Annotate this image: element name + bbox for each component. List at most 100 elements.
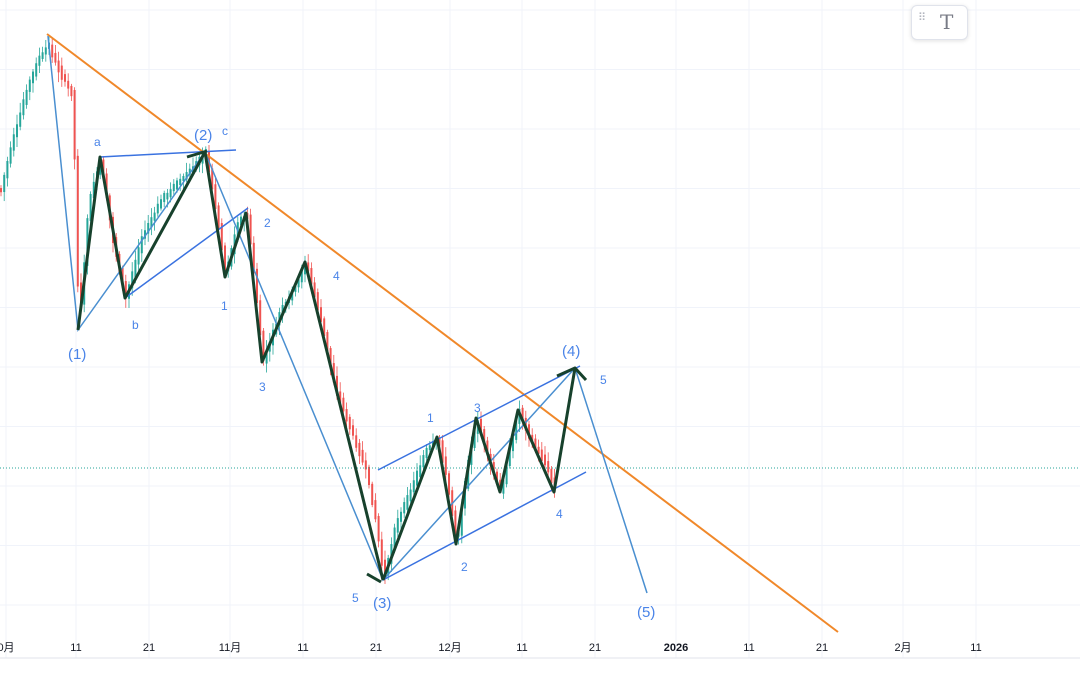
minor-wave-down-3: 3 <box>259 380 266 394</box>
candle <box>3 172 6 202</box>
candle <box>355 428 358 452</box>
candle <box>153 206 156 231</box>
candle <box>6 156 9 187</box>
candle <box>144 220 146 246</box>
x-axis-tick-label: 21 <box>370 642 382 654</box>
candle <box>16 114 18 147</box>
candle <box>265 340 268 373</box>
x-axis-tick-label: 2月 <box>894 642 911 654</box>
candle <box>444 447 447 482</box>
candle <box>35 57 38 81</box>
candle <box>371 481 374 508</box>
minor-wave-up-1: 1 <box>427 411 434 425</box>
wave-path-1 <box>76 151 207 331</box>
candle <box>44 39 47 62</box>
candle <box>403 497 406 518</box>
candle <box>131 262 134 296</box>
candle <box>57 51 60 83</box>
candle <box>380 531 383 574</box>
candle <box>188 163 191 177</box>
minor-wave-up-3: 3 <box>474 401 481 415</box>
candle <box>358 438 361 464</box>
x-axis-tick-label: 12月 <box>438 642 461 654</box>
x-axis-tick-label: 21 <box>143 642 155 654</box>
candle <box>547 452 550 477</box>
candle <box>54 45 57 66</box>
minor-wave-up-4: 4 <box>556 507 563 521</box>
candle <box>448 470 450 498</box>
x-axis-tick-label: 0月 <box>0 642 15 654</box>
candle <box>163 190 166 208</box>
candle <box>32 68 34 93</box>
x-axis-tick-label: 11 <box>70 642 81 654</box>
wave-label-2: (2) <box>194 127 212 144</box>
candle <box>28 76 31 101</box>
candle <box>12 127 15 157</box>
wave-3-tick <box>366 572 382 584</box>
candle <box>73 87 76 170</box>
candle <box>156 196 159 217</box>
text-tool-icon[interactable]: T <box>940 10 954 34</box>
candle <box>368 464 370 489</box>
candle <box>147 214 150 242</box>
descending-trendline[interactable] <box>46 33 839 633</box>
x-axis: 0月 11 21 11月 11 21 12月 11 21 2026 11 21 2月 11 <box>0 642 982 654</box>
wave-label-1: (1) <box>68 346 86 363</box>
candle <box>160 194 162 211</box>
candle <box>64 69 66 87</box>
candle <box>60 57 63 87</box>
x-axis-tick-label: 21 <box>816 642 828 654</box>
candle <box>38 47 41 74</box>
candle <box>352 419 354 440</box>
candle <box>67 73 70 97</box>
x-axis-tick-label: 11 <box>743 642 754 654</box>
candle <box>377 513 380 548</box>
x-axis-tick-label: 2026 <box>664 642 688 654</box>
candle <box>150 208 153 236</box>
wave-label-3: (3) <box>373 595 391 612</box>
minor-wave-down-1: 1 <box>221 299 228 313</box>
wave-label-c: c <box>222 124 228 138</box>
candle <box>256 262 258 306</box>
candle <box>345 402 348 429</box>
wave-2-tick <box>186 149 208 159</box>
candle <box>89 191 92 224</box>
x-axis-tick-label: 21 <box>589 642 601 654</box>
minor-wave-down-4: 4 <box>333 269 340 283</box>
floating-toolbar[interactable]: ⠿ T <box>911 5 968 40</box>
wave-label-a: a <box>94 135 101 149</box>
candle <box>19 102 22 131</box>
wave-4-tick <box>556 366 576 378</box>
candle <box>179 173 182 192</box>
candle <box>320 299 322 325</box>
candle <box>9 141 12 168</box>
candle <box>396 509 399 538</box>
corrective-channel[interactable] <box>99 149 249 299</box>
candle <box>70 83 73 102</box>
candle <box>259 294 262 338</box>
candle <box>140 229 143 262</box>
candle <box>540 442 543 465</box>
candle <box>406 487 409 514</box>
wave-label-5: (5) <box>637 604 655 621</box>
wave-path-3 <box>381 366 588 581</box>
grip-icon[interactable]: ⠿ <box>918 12 928 24</box>
minor-wave-down-5: 5 <box>352 591 359 605</box>
candle <box>400 507 402 532</box>
candle <box>76 149 79 293</box>
candle <box>0 185 2 197</box>
wave-label-4: (4) <box>562 343 580 360</box>
minor-wave-down-2: 2 <box>264 216 271 230</box>
candle <box>124 274 127 308</box>
candle <box>544 446 546 471</box>
minor-wave-up-2: 2 <box>461 560 468 574</box>
candle <box>374 493 377 523</box>
wave-label-b: b <box>132 318 139 332</box>
x-axis-tick-label: 11 <box>970 642 981 654</box>
candle <box>425 443 428 462</box>
candle <box>364 452 367 479</box>
x-axis-tick-label: 11月 <box>219 642 241 654</box>
candle <box>422 450 425 471</box>
candle <box>348 414 351 435</box>
